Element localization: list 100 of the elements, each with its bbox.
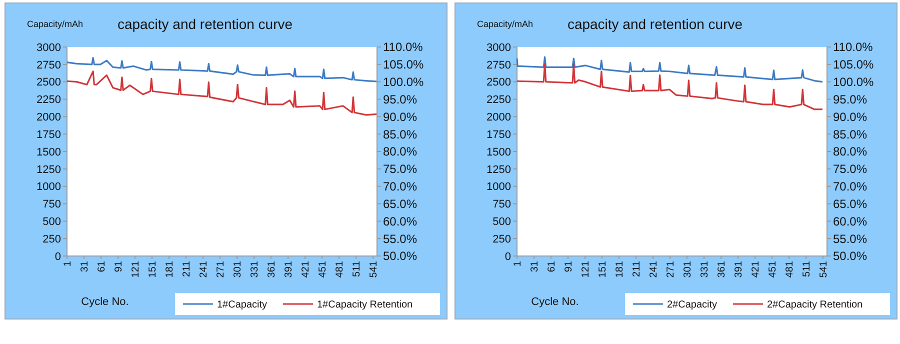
y-tick-label: 2000 (486, 112, 511, 124)
x-tick-label: 211 (632, 260, 643, 277)
x-axis-title: Cycle No. (81, 296, 129, 308)
y-tick-label: 1750 (486, 128, 511, 141)
y-tick-label: 2500 (486, 76, 511, 89)
x-tick-label: 301 (232, 260, 244, 278)
x-tick-label: 541 (368, 260, 380, 278)
y2-tick-label: 65.0% (383, 196, 418, 211)
x-tick-label: 91 (114, 260, 125, 272)
x-tick-label: 1 (62, 260, 74, 267)
x-tick-label: 121 (580, 260, 592, 278)
x-tick-label: 421 (750, 260, 762, 278)
y2-tick-label: 85.0% (833, 127, 868, 142)
x-tick-label: 271 (666, 260, 677, 278)
x-tick-label: 541 (818, 260, 830, 278)
x-tick-label: 391 (734, 260, 745, 278)
x-tick-label: 211 (182, 260, 193, 277)
y-tick-label: 2250 (36, 94, 61, 106)
x-tick-label: 481 (784, 260, 796, 278)
y-tick-label: 2750 (36, 59, 61, 72)
y2-tick-label: 55.0% (383, 232, 418, 246)
y-tick-label: 1000 (36, 181, 61, 194)
y-tick-label: 1750 (36, 128, 61, 141)
y2-tick-label: 75.0% (383, 162, 418, 176)
y-tick-label: 500 (42, 216, 61, 228)
x-tick-label: 331 (700, 260, 711, 278)
y-tick-label: 250 (492, 233, 511, 246)
y-tick-label: 0 (504, 250, 511, 263)
x-tick-label: 421 (300, 260, 312, 278)
y-tick-label: 500 (492, 216, 511, 228)
x-tick-label: 151 (598, 260, 609, 278)
y2-tick-label: 80.0% (833, 144, 868, 159)
line-series (66, 70, 378, 116)
y-tick-label: 2000 (36, 112, 61, 124)
y2-tick-label: 100.0% (383, 75, 424, 90)
y2-tick-label: 90.0% (833, 110, 868, 124)
y2-tick-label: 105.0% (383, 58, 424, 72)
x-axis-title: Cycle No. (531, 296, 579, 308)
x-tick-label: 271 (216, 260, 227, 278)
y-tick-label: 0 (54, 250, 61, 263)
x-tick-label: 361 (716, 260, 728, 278)
y-tick-label: 3000 (36, 42, 61, 54)
y2-tick-label: 80.0% (383, 144, 418, 159)
y-tick-label: 1500 (36, 146, 61, 158)
line-series (66, 57, 378, 82)
chart-title: capacity and retention curve (567, 16, 743, 32)
y-tick-label: 750 (42, 198, 61, 211)
legend-label: 1#Capacity Retention (317, 300, 413, 310)
x-tick-label: 481 (334, 260, 346, 278)
x-tick-label: 181 (614, 260, 626, 278)
y2-tick-label: 100.0% (833, 75, 874, 90)
y-tick-label: 2500 (36, 76, 61, 89)
x-tick-label: 91 (564, 260, 575, 272)
x-tick-label: 361 (266, 260, 278, 278)
y2-tick-label: 70.0% (383, 180, 418, 194)
y2-tick-label: 50.0% (833, 249, 868, 264)
x-tick-label: 451 (768, 260, 779, 278)
y-tick-label: 1500 (486, 146, 511, 158)
y2-tick-label: 85.0% (383, 127, 418, 142)
x-tick-label: 61 (546, 260, 558, 272)
x-tick-label: 511 (352, 260, 363, 277)
x-tick-label: 331 (250, 260, 261, 278)
y-tick-label: 1000 (486, 181, 511, 194)
x-tick-label: 1 (512, 260, 524, 267)
y2-tick-label: 60.0% (383, 214, 418, 228)
y2-tick-label: 65.0% (833, 196, 868, 211)
x-tick-label: 241 (648, 260, 660, 278)
y-tick-label: 1250 (36, 164, 61, 176)
x-tick-label: 31 (530, 260, 540, 272)
x-tick-label: 241 (198, 260, 210, 278)
line-series (516, 56, 824, 83)
x-tick-label: 451 (318, 260, 329, 278)
y2-tick-label: 50.0% (383, 249, 418, 264)
line-series (516, 63, 824, 110)
y2-tick-label: 110.0% (383, 40, 424, 54)
y2-tick-label: 75.0% (833, 162, 868, 176)
y-axis-title: Capacity/mAh (477, 19, 534, 29)
x-tick-label: 301 (682, 260, 694, 278)
y2-tick-label: 95.0% (833, 92, 868, 106)
y-tick-label: 1250 (486, 164, 511, 176)
y-tick-label: 3000 (486, 42, 511, 54)
chart-title: capacity and retention curve (117, 16, 293, 32)
y2-tick-label: 55.0% (833, 232, 868, 246)
y2-tick-label: 110.0% (833, 40, 874, 54)
x-tick-label: 151 (148, 260, 159, 278)
legend-label: 2#Capacity Retention (767, 300, 863, 310)
y2-tick-label: 90.0% (383, 110, 418, 124)
y2-tick-label: 105.0% (833, 58, 874, 72)
y-axis-title: Capacity/mAh (27, 19, 84, 29)
y2-tick-label: 95.0% (383, 92, 418, 106)
y2-tick-label: 60.0% (833, 214, 868, 228)
y-tick-label: 750 (492, 198, 511, 211)
y-tick-label: 2250 (486, 94, 511, 106)
x-tick-label: 61 (96, 260, 108, 272)
x-tick-label: 181 (164, 260, 176, 278)
x-tick-label: 391 (284, 260, 295, 278)
y-tick-label: 250 (42, 233, 61, 246)
y2-tick-label: 70.0% (833, 180, 868, 194)
x-tick-label: 121 (130, 260, 142, 278)
legend-label: 2#Capacity (667, 300, 718, 310)
